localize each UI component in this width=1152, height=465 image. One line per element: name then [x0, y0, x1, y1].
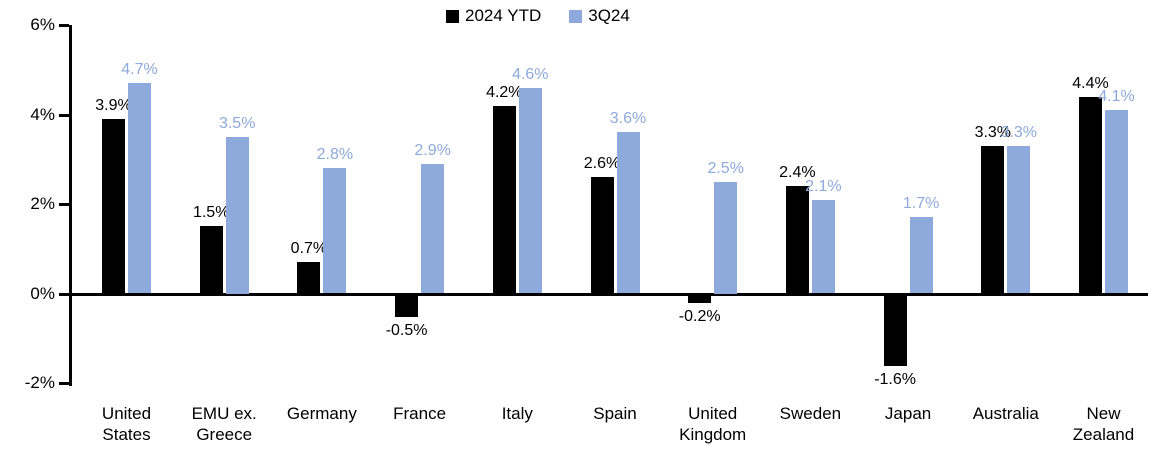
x-axis-category-label: New Zealand: [1072, 404, 1135, 444]
legend-swatch-2024-ytd: [446, 9, 459, 23]
value-label: 1.7%: [902, 195, 940, 213]
y-axis-tick: [59, 203, 69, 206]
bar-3q24-italy: [518, 87, 542, 294]
bar-3q24-japan: [909, 217, 933, 294]
y-axis-tick-label: 4%: [30, 104, 55, 124]
value-label: 0.7%: [290, 240, 328, 258]
value-label: 4.1%: [1098, 88, 1135, 106]
bar-3q24-united-kingdom: [714, 181, 738, 294]
y-axis-tick: [59, 292, 69, 296]
x-axis-category-label: EMU ex. Greece: [191, 404, 257, 444]
value-label: 2.6%: [583, 155, 621, 173]
y-axis-tick: [59, 113, 69, 117]
bar-3q24-sweden: [811, 199, 835, 294]
value-label: 4.7%: [121, 61, 158, 79]
y-axis-tick-label: 2%: [30, 194, 55, 213]
y-axis-tick: [59, 24, 69, 27]
value-label: -1.6%: [874, 371, 916, 389]
legend-label-2024-ytd: 2024 YTD: [465, 6, 542, 25]
x-axis-category-label: Australia: [972, 404, 1039, 423]
x-axis-baseline: [69, 292, 1148, 296]
bar-2024-ytd-spain: [590, 177, 614, 294]
x-axis-category-label: Spain: [593, 404, 637, 423]
legend-item-3q24: 3Q24: [569, 6, 630, 26]
value-label: 2.5%: [707, 159, 744, 177]
legend-item-2024-ytd: 2024 YTD: [446, 6, 541, 26]
y-axis-tick-label: -2%: [24, 373, 55, 392]
value-label: 3.9%: [95, 96, 132, 114]
bar-3q24-united-states: [128, 83, 151, 294]
bar-3q24-new-zealand: [1105, 110, 1128, 294]
bar-3q24-spain: [616, 132, 640, 294]
value-label: 3.3%: [1000, 123, 1038, 141]
bar-2024-ytd-australia: [981, 145, 1005, 294]
bar-2024-ytd-sweden: [785, 186, 809, 294]
value-label: 3.5%: [218, 114, 256, 132]
y-axis-line: [69, 25, 72, 386]
y-axis-tick: [59, 382, 69, 385]
value-label: 2.9%: [414, 141, 451, 159]
legend: 2024 YTD 3Q24: [446, 6, 630, 26]
x-axis-category-label: United States: [101, 404, 152, 444]
bar-3q24-germany: [323, 168, 347, 294]
value-label: 4.2%: [486, 83, 523, 101]
x-axis-category-label: Italy: [501, 404, 533, 423]
x-axis-category-label: Sweden: [779, 404, 842, 423]
bar-3q24-australia: [1007, 145, 1031, 294]
value-label: 3.6%: [609, 110, 647, 128]
legend-label-3q24: 3Q24: [588, 6, 630, 25]
bar-2024-ytd-new-zealand: [1079, 96, 1102, 294]
value-label: 1.5%: [192, 204, 230, 222]
x-axis-category-label: France: [393, 404, 447, 423]
bar-2024-ytd-france: [395, 294, 419, 317]
value-label: -0.5%: [385, 321, 428, 339]
legend-swatch-3q24: [569, 9, 583, 23]
bar-2024-ytd-germany: [297, 262, 321, 294]
value-label: -0.2%: [678, 308, 721, 326]
bar-2024-ytd-united-kingdom: [688, 294, 712, 304]
value-label: 4.4%: [1072, 74, 1109, 92]
y-axis-tick-label: 0%: [30, 283, 55, 303]
y-axis-tick-label: 6%: [30, 15, 55, 34]
bar-3q24-emu-ex-greece: [225, 136, 249, 294]
bar-2024-ytd-italy: [492, 105, 516, 294]
value-label: 3.3%: [974, 123, 1012, 141]
value-label: 2.1%: [805, 177, 842, 195]
bar-2024-ytd-japan: [883, 294, 907, 367]
x-axis-category-label: Japan: [884, 404, 932, 423]
x-axis-category-label: United Kingdom: [679, 404, 747, 444]
bar-2024-ytd-united-states: [102, 118, 125, 294]
bar-2024-ytd-emu-ex-greece: [199, 226, 223, 294]
value-label: 2.8%: [316, 146, 354, 164]
bar-3q24-france: [421, 163, 445, 294]
value-label: 4.6%: [512, 65, 549, 83]
x-axis-category-label: Germany: [286, 404, 357, 423]
value-label: 2.4%: [779, 164, 816, 182]
